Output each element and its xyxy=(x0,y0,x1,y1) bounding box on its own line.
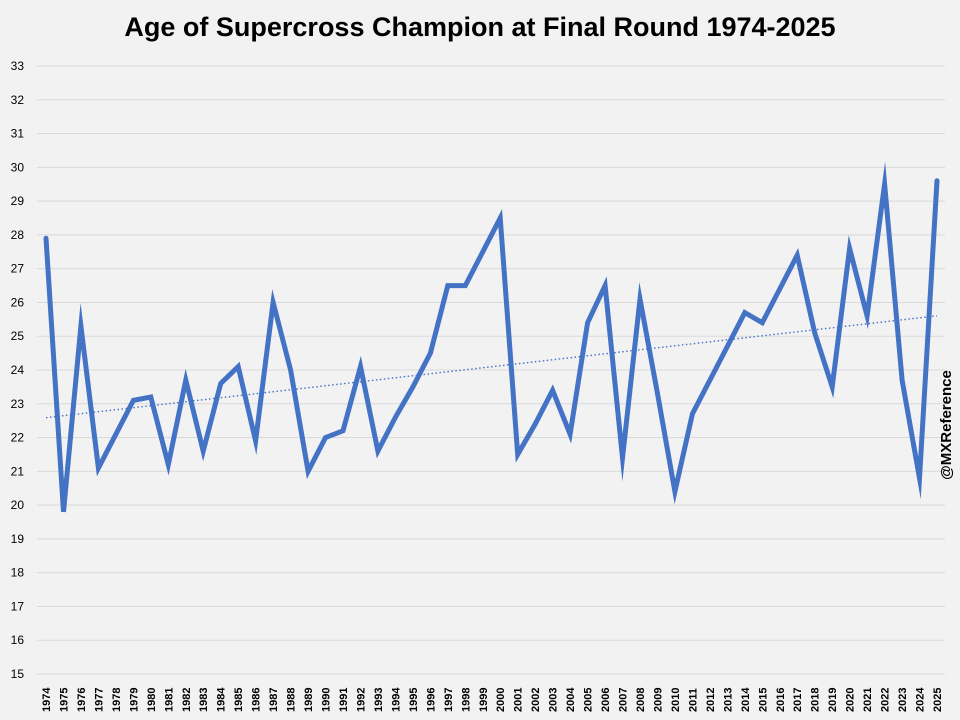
y-tick-label: 19 xyxy=(11,532,25,546)
trendline xyxy=(45,315,938,419)
x-tick-label: 1993 xyxy=(373,688,385,712)
x-tick-label: 2018 xyxy=(810,688,822,712)
x-tick-label: 1981 xyxy=(163,688,175,712)
x-tick-label: 2022 xyxy=(880,688,892,712)
x-tick-label: 1982 xyxy=(181,688,193,712)
x-tick-label: 2003 xyxy=(548,688,560,712)
x-tick-label: 1994 xyxy=(390,687,402,712)
x-tick-label: 1977 xyxy=(93,688,105,712)
x-tick-label: 2015 xyxy=(757,688,769,712)
y-tick-label: 26 xyxy=(11,295,25,309)
x-tick-label: 1998 xyxy=(460,688,472,712)
y-tick-label: 28 xyxy=(11,228,25,242)
x-tick-label: 2025 xyxy=(932,688,944,712)
x-axis-ticks: 1974 1975 1976 1977 1978 1979 1980 1981 1982 1983… xyxy=(41,687,944,712)
x-tick-label: 2017 xyxy=(792,688,804,712)
watermark-text: @MXReference xyxy=(938,370,955,480)
x-tick-label: 2014 xyxy=(740,687,752,712)
x-tick-label: 1988 xyxy=(286,688,298,712)
y-tick-label: 33 xyxy=(11,59,25,73)
x-tick-label: 1996 xyxy=(425,688,437,712)
y-tick-label: 20 xyxy=(11,498,25,512)
chart-title: Age of Supercross Champion at Final Roun… xyxy=(124,12,836,42)
y-tick-label: 29 xyxy=(11,194,25,208)
y-tick-label: 32 xyxy=(11,93,25,107)
y-tick-label: 25 xyxy=(11,329,25,343)
x-tick-label: 1980 xyxy=(146,688,158,712)
x-tick-label: 2000 xyxy=(495,688,507,712)
x-tick-label: 2009 xyxy=(652,688,664,712)
x-tick-label: 1983 xyxy=(198,688,210,712)
trendline-path xyxy=(45,315,938,419)
series-line xyxy=(43,161,940,513)
x-tick-label: 1974 xyxy=(41,687,53,712)
x-tick-label: 2021 xyxy=(862,688,874,712)
y-tick-label: 24 xyxy=(11,363,25,377)
x-tick-label: 1986 xyxy=(251,688,263,712)
y-tick-label: 30 xyxy=(11,160,25,174)
x-tick-label: 1991 xyxy=(338,688,350,712)
x-tick-label: 2011 xyxy=(687,688,699,712)
x-tick-label: 2001 xyxy=(513,688,525,712)
x-tick-label: 2007 xyxy=(618,688,630,712)
y-tick-label: 16 xyxy=(11,633,25,647)
series xyxy=(43,161,940,513)
y-tick-label: 31 xyxy=(11,127,25,141)
x-tick-label: 1989 xyxy=(303,688,315,712)
x-tick-label: 1995 xyxy=(408,688,420,712)
y-tick-label: 15 xyxy=(11,667,25,681)
y-axis-ticks: 15 16 17 18 19 20 21 22 23 24 25 26 27 28 29 30 31 32 33 xyxy=(11,59,25,681)
x-tick-label: 2002 xyxy=(530,688,542,712)
x-tick-label: 2005 xyxy=(583,688,595,712)
x-tick-label: 1987 xyxy=(268,688,280,712)
y-tick-label: 21 xyxy=(11,464,25,478)
y-tick-label: 27 xyxy=(11,262,25,276)
y-tick-label: 22 xyxy=(11,431,25,445)
x-tick-label: 1975 xyxy=(58,688,70,712)
x-tick-label: 1990 xyxy=(321,688,333,712)
x-tick-label: 1997 xyxy=(443,688,455,712)
x-tick-label: 1985 xyxy=(233,688,245,712)
x-tick-label: 2006 xyxy=(600,688,612,712)
x-tick-label: 1984 xyxy=(216,687,228,712)
y-tick-label: 18 xyxy=(11,566,25,580)
x-tick-label: 1978 xyxy=(111,688,123,712)
x-tick-label: 1979 xyxy=(128,688,140,712)
x-tick-label: 2023 xyxy=(897,688,909,712)
x-tick-label: 2020 xyxy=(845,688,857,712)
x-tick-label: 2019 xyxy=(827,688,839,712)
x-tick-label: 2004 xyxy=(565,687,577,712)
x-tick-label: 1999 xyxy=(478,688,490,712)
x-tick-label: 1976 xyxy=(76,688,88,712)
x-tick-label: 2016 xyxy=(775,688,787,712)
x-tick-label: 2013 xyxy=(722,688,734,712)
x-tick-label: 1992 xyxy=(355,688,367,712)
x-tick-label: 2024 xyxy=(915,687,927,712)
y-tick-label: 17 xyxy=(11,599,25,613)
x-tick-label: 2008 xyxy=(635,688,647,712)
gridlines xyxy=(37,65,945,675)
y-tick-label: 23 xyxy=(11,397,25,411)
x-tick-label: 2010 xyxy=(670,688,682,712)
x-tick-label: 2012 xyxy=(705,688,717,712)
